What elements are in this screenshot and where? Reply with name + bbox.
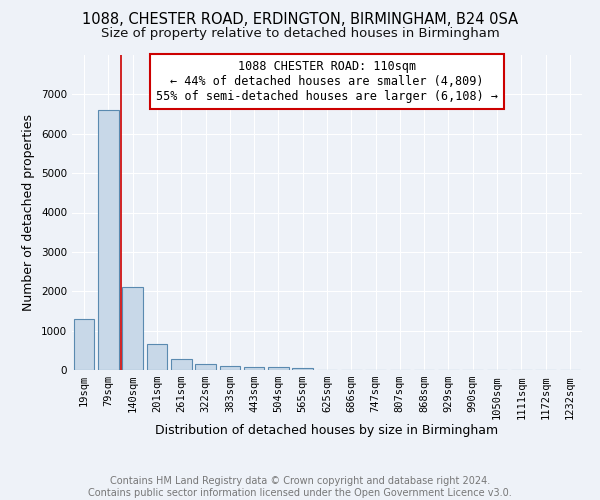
Bar [98,110,119,370]
Text: Contains HM Land Registry data © Crown copyright and database right 2024.
Contai: Contains HM Land Registry data © Crown c… [88,476,512,498]
Bar [122,288,143,370]
Bar [171,360,191,370]
X-axis label: Distribution of detached houses by size in Birmingham: Distribution of detached houses by size … [155,424,499,437]
Y-axis label: Number of detached properties: Number of detached properties [22,114,35,311]
Bar [292,368,313,370]
Bar [220,366,240,370]
Bar [244,367,265,370]
Bar [74,319,94,370]
Bar [195,364,216,370]
Text: 1088, CHESTER ROAD, ERDINGTON, BIRMINGHAM, B24 0SA: 1088, CHESTER ROAD, ERDINGTON, BIRMINGHA… [82,12,518,28]
Text: 1088 CHESTER ROAD: 110sqm
← 44% of detached houses are smaller (4,809)
55% of se: 1088 CHESTER ROAD: 110sqm ← 44% of detac… [156,60,498,102]
Text: Size of property relative to detached houses in Birmingham: Size of property relative to detached ho… [101,28,499,40]
Bar [146,344,167,370]
Bar [268,367,289,370]
